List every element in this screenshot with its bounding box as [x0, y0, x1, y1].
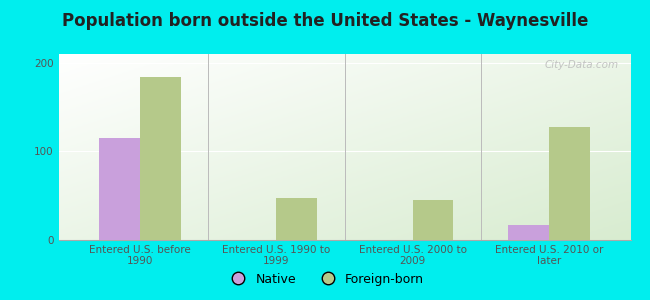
Bar	[140, 77, 181, 240]
Bar	[99, 138, 140, 240]
Legend: Native, Foreign-born: Native, Foreign-born	[221, 268, 429, 291]
Text: Population born outside the United States - Waynesville: Population born outside the United State…	[62, 12, 588, 30]
Bar	[508, 225, 549, 240]
Text: City-Data.com: City-Data.com	[545, 60, 619, 70]
Bar	[413, 200, 454, 240]
Bar	[276, 198, 317, 240]
Bar	[549, 127, 590, 240]
